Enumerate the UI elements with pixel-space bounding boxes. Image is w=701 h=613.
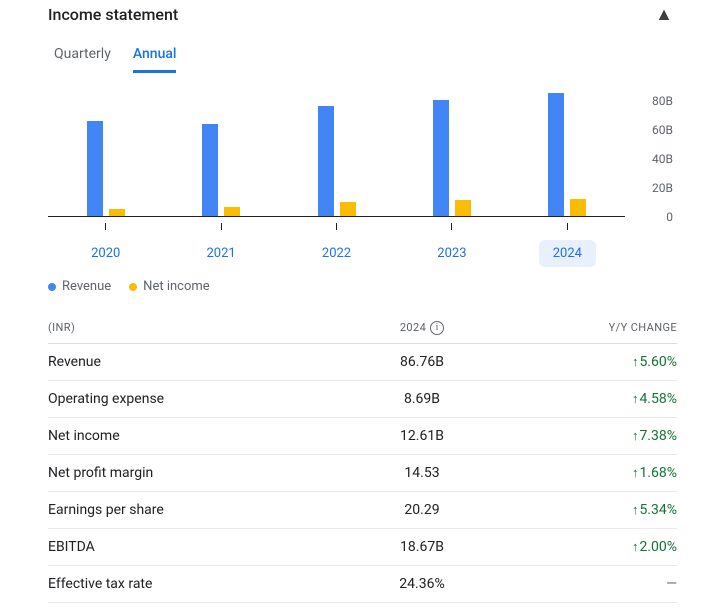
x-cell: 2023 <box>394 217 509 267</box>
y-tick-label: 80B <box>652 94 673 108</box>
table-row: Revenue86.76B5.60% <box>48 344 677 381</box>
year-button[interactable]: 2020 <box>77 240 134 267</box>
metric-value: 20.29 <box>337 502 507 518</box>
bar-group[interactable] <box>48 87 163 216</box>
panel-title: Income statement <box>48 5 178 24</box>
x-tick <box>221 223 222 230</box>
tab-annual[interactable]: Annual <box>133 46 177 73</box>
y-tick-label: 0 <box>666 210 673 224</box>
metric-value: 12.61B <box>337 428 507 444</box>
metric-name: Effective tax rate <box>48 576 337 592</box>
table-row: Earnings per share20.295.34% <box>48 492 677 529</box>
metric-value: 24.36% <box>337 576 507 592</box>
y-tick-label: 40B <box>652 152 673 166</box>
financials-chart: 80B 60B 40B 20B 0 2020 2021 2022 2023 2024 <box>48 87 677 267</box>
table-row: Effective tax rate24.36%— <box>48 566 677 603</box>
bar-group[interactable] <box>394 87 509 216</box>
legend-label-revenue: Revenue <box>62 279 111 294</box>
x-cell: 2020 <box>48 217 163 267</box>
bar-revenue[interactable] <box>433 100 449 216</box>
metric-name: Net profit margin <box>48 465 337 481</box>
year-button[interactable]: 2021 <box>192 240 249 267</box>
year-button[interactable]: 2024 <box>539 240 596 267</box>
bar-revenue[interactable] <box>202 124 218 216</box>
metric-name: Operating expense <box>48 391 337 407</box>
metric-name: EBITDA <box>48 539 337 555</box>
table-header: (INR) 2024 i Y/Y CHANGE <box>48 312 677 344</box>
metric-name: Net income <box>48 428 337 444</box>
metric-change: 1.68% <box>507 465 677 481</box>
chart-plot-area <box>48 87 625 217</box>
legend-dot-net-income <box>129 283 137 291</box>
metric-change: 7.38% <box>507 428 677 444</box>
y-tick-label: 60B <box>652 123 673 137</box>
period-tabs: Quarterly Annual <box>48 46 677 73</box>
bar-group[interactable] <box>279 87 394 216</box>
col-year[interactable]: 2024 i <box>337 321 507 335</box>
metric-change: 2.00% <box>507 539 677 555</box>
col-currency: (INR) <box>48 321 337 334</box>
metric-value: 14.53 <box>337 465 507 481</box>
metric-change: 5.60% <box>507 354 677 370</box>
table-row: Operating expense8.69B4.58% <box>48 381 677 418</box>
bar-net-income[interactable] <box>109 209 125 216</box>
chart-y-axis: 80B60B40B20B0 <box>631 87 677 217</box>
table-row: Net profit margin14.531.68% <box>48 455 677 492</box>
bar-net-income[interactable] <box>224 207 240 216</box>
metric-name: Revenue <box>48 354 337 370</box>
legend-item-net-income[interactable]: Net income <box>129 279 210 294</box>
legend-dot-revenue <box>48 283 56 291</box>
x-cell: 2024 <box>510 217 625 267</box>
x-tick <box>105 223 106 230</box>
x-cell: 2022 <box>279 217 394 267</box>
tab-quarterly[interactable]: Quarterly <box>54 46 111 73</box>
bar-group[interactable] <box>510 87 625 216</box>
year-button[interactable]: 2022 <box>308 240 365 267</box>
bar-revenue[interactable] <box>548 93 564 216</box>
chart-legend: Revenue Net income <box>48 279 677 294</box>
col-change: Y/Y CHANGE <box>507 321 677 334</box>
panel-header: Income statement ▲ <box>48 0 677 28</box>
legend-item-revenue[interactable]: Revenue <box>48 279 111 294</box>
metric-value: 86.76B <box>337 354 507 370</box>
bar-net-income[interactable] <box>340 202 356 216</box>
metric-change: — <box>507 576 677 592</box>
x-cell: 2021 <box>163 217 278 267</box>
metric-change: 5.34% <box>507 502 677 518</box>
x-tick <box>451 223 452 230</box>
chart-x-axis: 2020 2021 2022 2023 2024 <box>48 217 625 267</box>
metric-name: Earnings per share <box>48 502 337 518</box>
bar-revenue[interactable] <box>318 106 334 216</box>
x-tick <box>336 223 337 230</box>
metric-value: 18.67B <box>337 539 507 555</box>
metric-value: 8.69B <box>337 391 507 407</box>
legend-label-net-income: Net income <box>143 279 210 294</box>
x-tick <box>567 223 568 230</box>
financials-table: (INR) 2024 i Y/Y CHANGE Revenue86.76B5.6… <box>48 312 677 603</box>
bar-group[interactable] <box>163 87 278 216</box>
info-icon[interactable]: i <box>430 321 444 335</box>
bar-revenue[interactable] <box>87 121 103 216</box>
bar-net-income[interactable] <box>455 200 471 216</box>
income-statement-panel: Income statement ▲ Quarterly Annual 80B 6… <box>0 0 701 613</box>
year-button[interactable]: 2023 <box>423 240 480 267</box>
bar-net-income[interactable] <box>570 199 586 216</box>
collapse-icon[interactable]: ▲ <box>655 4 677 25</box>
table-row: Net income12.61B7.38% <box>48 418 677 455</box>
y-tick-label: 20B <box>652 181 673 195</box>
metric-change: 4.58% <box>507 391 677 407</box>
table-row: EBITDA18.67B2.00% <box>48 529 677 566</box>
